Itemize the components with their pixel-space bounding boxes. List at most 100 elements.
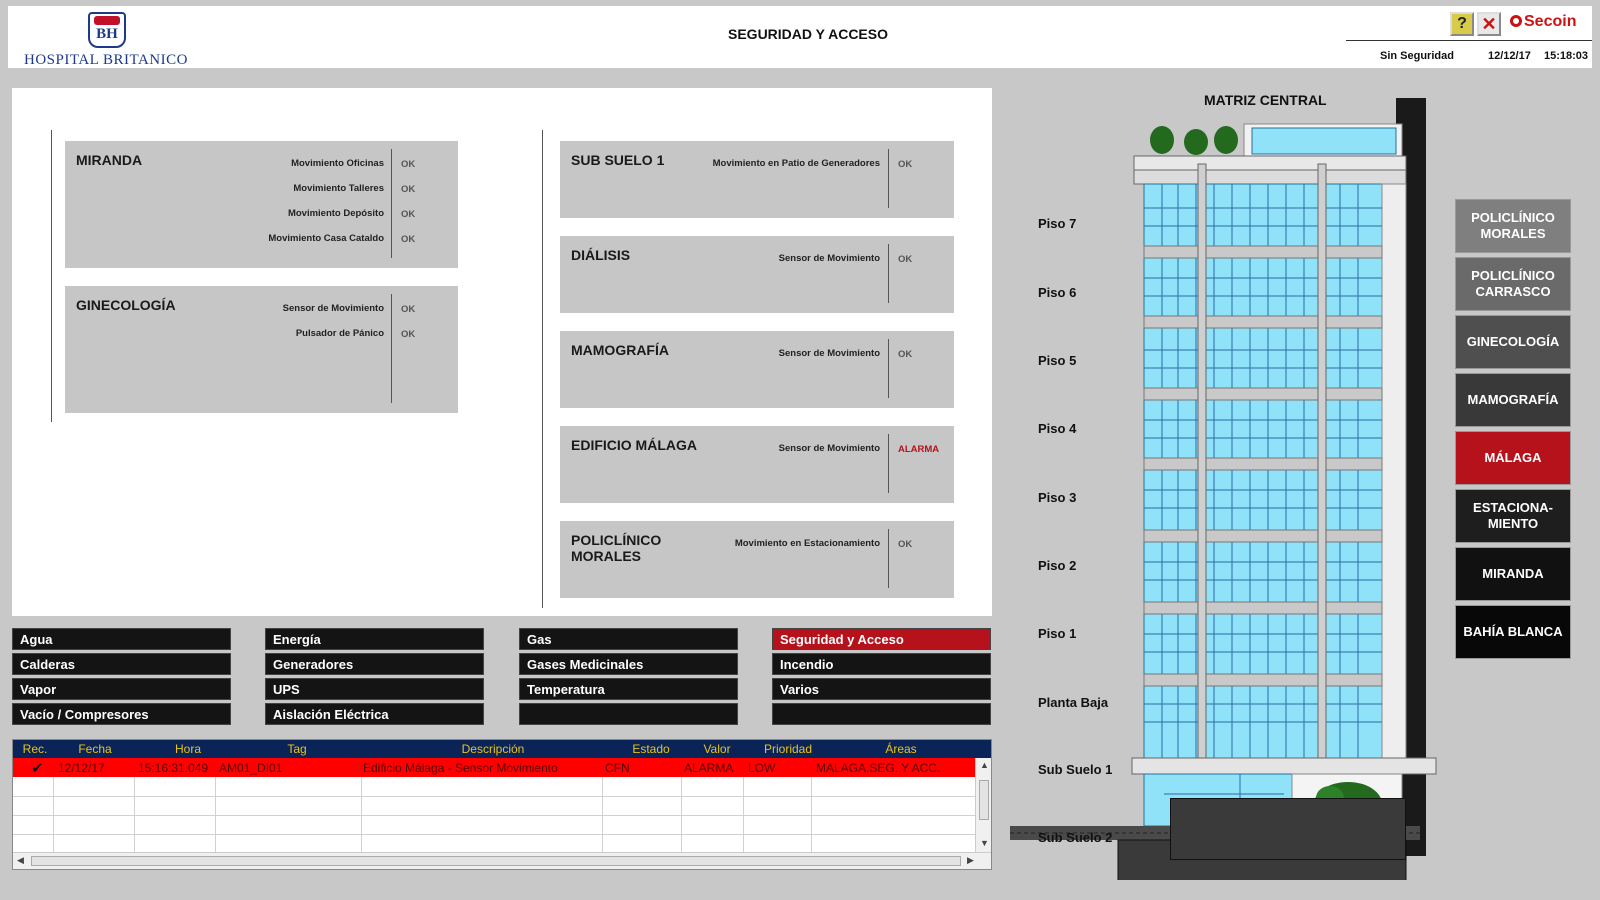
nav-ginecologia[interactable]: GINECOLOGÍA bbox=[1455, 315, 1571, 369]
col-tag[interactable]: Tag bbox=[287, 742, 307, 756]
zone-title: GINECOLOGÍA bbox=[76, 297, 176, 313]
floor-label-sub-suelo-1[interactable]: Sub Suelo 1 bbox=[1038, 762, 1113, 777]
zone-edificio-malaga[interactable]: EDIFICIO MÁLAGA Sensor de Movimiento ALA… bbox=[560, 426, 954, 503]
zone-title: DIÁLISIS bbox=[571, 247, 631, 263]
system-button-vacio-compresores[interactable]: Vacío / Compresores bbox=[12, 703, 231, 725]
sensor-label: Sensor de Movimiento bbox=[282, 303, 384, 314]
nav-malaga[interactable]: MÁLAGA bbox=[1455, 431, 1571, 485]
sensor-label: Sensor de Movimiento bbox=[778, 443, 880, 454]
zone-title: MAMOGRAFÍA bbox=[571, 342, 669, 358]
zone-title: SUB SUELO 1 bbox=[571, 152, 665, 168]
zone-mamografia[interactable]: MAMOGRAFÍA Sensor de Movimiento OK bbox=[560, 331, 954, 408]
system-button-ups[interactable]: UPS bbox=[265, 678, 484, 700]
sensor-state: OK bbox=[898, 254, 913, 265]
floor-label-sub-suelo-2[interactable]: Sub Suelo 2 bbox=[1038, 830, 1113, 845]
floor-label-planta-baja[interactable]: Planta Baja bbox=[1038, 695, 1109, 710]
col-rec[interactable]: Rec. bbox=[22, 742, 48, 756]
system-button-varios[interactable]: Varios bbox=[772, 678, 991, 700]
floor-label-6[interactable]: Piso 6 bbox=[1038, 285, 1077, 300]
sensor-state: OK bbox=[401, 329, 416, 340]
close-button[interactable]: ✕ bbox=[1477, 12, 1501, 36]
horizontal-scrollbar[interactable]: ◀ ▶ bbox=[13, 852, 991, 869]
col-prioridad[interactable]: Prioridad bbox=[763, 742, 813, 756]
cell-rec-check: ✔ bbox=[31, 760, 44, 777]
zone-policlinico-morales[interactable]: POLICLÍNICO MORALES Movimiento en Estaci… bbox=[560, 521, 954, 598]
building-drawing bbox=[1010, 98, 1437, 880]
cell-prioridad: LOW bbox=[748, 761, 776, 775]
brand-mark-icon bbox=[1510, 15, 1522, 27]
col-hora[interactable]: Hora bbox=[174, 742, 201, 756]
sensor-label: Movimiento en Estacionamiento bbox=[734, 538, 880, 549]
zones-panel: MIRANDA Movimiento Oficinas OK Movimient… bbox=[12, 88, 992, 616]
building-diagram: MATRIZ CENTRAL bbox=[1000, 90, 1440, 880]
crest-icon: BH bbox=[88, 12, 126, 48]
floor-label-4[interactable]: Piso 4 bbox=[1038, 421, 1077, 436]
system-button-aislacion-electrica[interactable]: Aislación Eléctrica bbox=[265, 703, 484, 725]
sensor-state: OK bbox=[898, 159, 913, 170]
system-button-generadores[interactable]: Generadores bbox=[265, 653, 484, 675]
logo-initials: BH bbox=[96, 26, 118, 42]
cell-areas: MALAGA,SEG. Y ACC. bbox=[816, 761, 941, 775]
system-button-empty[interactable] bbox=[772, 703, 991, 725]
system-button-empty[interactable] bbox=[519, 703, 738, 725]
zone-title: POLICLÍNICO MORALES bbox=[571, 532, 662, 564]
system-button-agua[interactable]: Agua bbox=[12, 628, 231, 650]
floor-label-1[interactable]: Piso 1 bbox=[1038, 626, 1077, 641]
floor-label-5[interactable]: Piso 5 bbox=[1038, 353, 1077, 368]
sensor-state: OK bbox=[401, 209, 416, 220]
sensor-label: Movimiento Oficinas bbox=[291, 158, 384, 169]
sensor-label: Pulsador de Pánico bbox=[295, 328, 384, 339]
zone-miranda[interactable]: MIRANDA Movimiento Oficinas OK Movimient… bbox=[65, 141, 458, 268]
col-descripcion[interactable]: Descripción bbox=[461, 742, 525, 756]
system-button-energia[interactable]: Energía bbox=[265, 628, 484, 650]
security-status: Sin Seguridad bbox=[1380, 50, 1454, 62]
hospital-logo: BH HOSPITAL BRITANICO bbox=[16, 10, 196, 68]
alarm-table: Rec. Fecha Hora Tag Descripción Estado V… bbox=[12, 739, 992, 870]
nav-bahia-blanca[interactable]: BAHÍA BLANCA bbox=[1455, 605, 1571, 659]
sensor-label: Sensor de Movimiento bbox=[778, 348, 880, 359]
cell-fecha: 12/12/17 bbox=[58, 761, 105, 775]
current-date: 12/12/17 bbox=[1488, 50, 1531, 62]
brand-logo: Secoin bbox=[1510, 13, 1576, 31]
cell-hora: 15:16:31.049 bbox=[138, 761, 209, 775]
alarm-row[interactable]: ✔ 12/12/17 15:16:31.049 AM01_DI01 Edific… bbox=[13, 758, 975, 777]
help-button[interactable]: ? bbox=[1450, 12, 1474, 36]
cell-estado: CFN bbox=[605, 761, 630, 775]
current-time: 15:18:03 bbox=[1544, 50, 1589, 62]
sensor-label: Movimiento en Patio de Generadores bbox=[712, 158, 880, 169]
col-estado[interactable]: Estado bbox=[632, 742, 670, 756]
system-button-vapor[interactable]: Vapor bbox=[12, 678, 231, 700]
col-areas[interactable]: Áreas bbox=[885, 742, 917, 756]
zone-dialisis[interactable]: DIÁLISIS Sensor de Movimiento OK bbox=[560, 236, 954, 313]
nav-mamografia[interactable]: MAMOGRAFÍA bbox=[1455, 373, 1571, 427]
page-title: SEGURIDAD Y ACCESO bbox=[728, 26, 888, 42]
sensor-label: Movimiento Depósito bbox=[287, 208, 384, 219]
col-fecha[interactable]: Fecha bbox=[78, 742, 112, 756]
sensor-state: OK bbox=[401, 159, 416, 170]
cell-descripcion: Edificio Málaga - Sensor Movimiento bbox=[363, 761, 558, 775]
zone-ginecologia[interactable]: GINECOLOGÍA Sensor de Movimiento OK Puls… bbox=[65, 286, 458, 413]
nav-policlinico-carrasco[interactable]: POLICLÍNICO CARRASCO bbox=[1455, 257, 1571, 311]
system-button-calderas[interactable]: Calderas bbox=[12, 653, 231, 675]
cell-valor: ALARMA bbox=[684, 761, 734, 775]
nav-miranda[interactable]: MIRANDA bbox=[1455, 547, 1571, 601]
floor-label-2[interactable]: Piso 2 bbox=[1038, 558, 1077, 573]
system-button-seguridad-acceso[interactable]: Seguridad y Acceso bbox=[772, 628, 991, 650]
system-button-gases-medicinales[interactable]: Gases Medicinales bbox=[519, 653, 738, 675]
nav-estacionamiento[interactable]: ESTACIONA- MIENTO bbox=[1455, 489, 1571, 543]
system-button-gas[interactable]: Gas bbox=[519, 628, 738, 650]
sensor-state-alarm: ALARMA bbox=[898, 444, 940, 455]
floor-label-3[interactable]: Piso 3 bbox=[1038, 490, 1077, 505]
sensor-state: OK bbox=[401, 304, 416, 315]
zone-title: EDIFICIO MÁLAGA bbox=[571, 437, 697, 453]
zone-sub-suelo-1[interactable]: SUB SUELO 1 Movimiento en Patio de Gener… bbox=[560, 141, 954, 218]
floor-label-7[interactable]: Piso 7 bbox=[1038, 216, 1077, 231]
system-button-temperatura[interactable]: Temperatura bbox=[519, 678, 738, 700]
col-valor[interactable]: Valor bbox=[703, 742, 731, 756]
nav-policlinico-morales[interactable]: POLICLÍNICO MORALES bbox=[1455, 199, 1571, 253]
vertical-scrollbar[interactable]: ▲ ▼ bbox=[975, 758, 991, 852]
system-button-incendio[interactable]: Incendio bbox=[772, 653, 991, 675]
zone-title: MIRANDA bbox=[76, 152, 143, 168]
sensor-label: Sensor de Movimiento bbox=[778, 253, 880, 264]
table-header: Rec. Fecha Hora Tag Descripción Estado V… bbox=[13, 740, 991, 758]
